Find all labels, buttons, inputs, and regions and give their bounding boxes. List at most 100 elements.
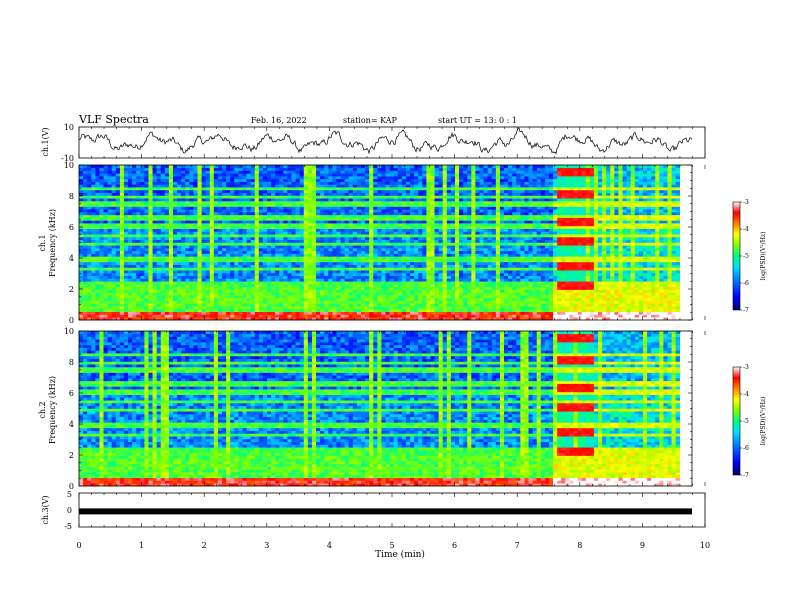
spectrogram-cell bbox=[311, 250, 317, 254]
spectrogram-cell bbox=[557, 278, 562, 282]
spectrogram-cell bbox=[544, 245, 550, 249]
spectrogram-cell bbox=[389, 225, 394, 229]
spectrogram-cell bbox=[393, 303, 399, 307]
spectrogram-cell bbox=[365, 289, 370, 293]
spectrogram-cell bbox=[430, 281, 435, 285]
spectrogram-cell bbox=[393, 311, 399, 315]
spectrogram-cell bbox=[373, 275, 378, 279]
spectrogram-cell bbox=[230, 228, 235, 232]
spectrogram-cell bbox=[348, 314, 354, 318]
spectrogram-cell bbox=[279, 300, 284, 304]
spectrogram-cell bbox=[340, 275, 345, 279]
spectrogram-cell bbox=[508, 286, 513, 290]
spectrogram-cell bbox=[561, 275, 566, 279]
spectrogram-cell bbox=[156, 239, 162, 243]
spectrogram-cell bbox=[385, 234, 390, 238]
spectrogram-cell bbox=[160, 231, 166, 235]
spectrogram-cell bbox=[250, 261, 256, 265]
spectrogram-cell bbox=[655, 272, 660, 277]
spectrogram-cell bbox=[340, 267, 345, 271]
spectrogram-cell bbox=[491, 234, 497, 238]
spectrogram-cell bbox=[663, 248, 668, 252]
spectrogram-cell bbox=[467, 295, 472, 299]
spectrogram-cell bbox=[111, 297, 117, 301]
spectrogram-cell bbox=[450, 259, 456, 263]
spectrogram-cell bbox=[115, 308, 121, 312]
spectrogram-cell bbox=[291, 289, 296, 293]
spectrogram-cell bbox=[266, 272, 272, 277]
spectrogram-cell bbox=[295, 248, 300, 252]
spectrogram-cell bbox=[348, 242, 354, 246]
spectrogram-cell bbox=[520, 311, 525, 315]
spectrogram-cell bbox=[410, 253, 415, 257]
spectrogram-cell bbox=[561, 300, 566, 304]
spectrogram-cell bbox=[385, 261, 390, 265]
spectrogram-cell bbox=[561, 256, 566, 260]
spectrogram-cell bbox=[136, 234, 141, 238]
spectrogram-cell bbox=[123, 297, 129, 301]
spectrogram-cell bbox=[397, 225, 403, 229]
spectrogram-cell bbox=[123, 236, 129, 241]
spectrogram-cell bbox=[344, 270, 350, 274]
spectrogram-cell bbox=[148, 270, 153, 274]
spectrogram-cell bbox=[610, 245, 615, 249]
spectrogram-cell bbox=[132, 275, 137, 279]
spectrogram-cell bbox=[328, 297, 333, 301]
spectrogram-cell bbox=[279, 289, 284, 293]
spectrogram-cell bbox=[107, 311, 112, 315]
spectrogram-cell bbox=[213, 225, 219, 229]
spectrogram-cell bbox=[193, 248, 198, 252]
spectrogram-cell bbox=[168, 297, 174, 301]
spectrogram-cell bbox=[422, 308, 427, 312]
spectrogram-cell bbox=[401, 300, 407, 304]
spectrogram-cell bbox=[675, 314, 681, 318]
spectrogram-cell bbox=[585, 317, 591, 321]
spectrogram-cell bbox=[426, 234, 431, 238]
spectrogram-cell bbox=[275, 253, 280, 257]
spectrogram-cell bbox=[454, 228, 460, 232]
spectrogram-cell bbox=[303, 259, 309, 263]
spectrogram-cell bbox=[410, 242, 415, 246]
spectrogram-cell bbox=[316, 242, 321, 246]
spectrogram-cell bbox=[667, 303, 672, 307]
spectrogram-cell bbox=[516, 300, 521, 304]
spectrogram-cell bbox=[569, 236, 574, 241]
spectrogram-cell bbox=[336, 239, 341, 243]
spectrogram-cell bbox=[238, 303, 243, 307]
spectrogram-cell bbox=[569, 228, 574, 232]
spectrogram-cell bbox=[528, 278, 533, 282]
spectrogram-cell bbox=[287, 286, 292, 290]
spectrogram-cell bbox=[483, 264, 488, 268]
spectrogram-cell bbox=[271, 284, 276, 288]
spectrogram-cell bbox=[156, 267, 162, 271]
spectrogram-cell bbox=[283, 272, 288, 277]
spectrogram-cell bbox=[446, 228, 452, 232]
spectrogram-cell bbox=[430, 272, 435, 277]
spectrogram-cell bbox=[140, 306, 145, 310]
spectrogram-cell bbox=[230, 295, 235, 299]
spectrogram-cell bbox=[348, 239, 354, 243]
spectrogram-cell bbox=[128, 261, 133, 265]
spectrogram-cell bbox=[287, 317, 292, 321]
spectrogram-cell bbox=[495, 284, 501, 288]
spectrogram-cell bbox=[254, 292, 260, 296]
spectrogram-cell bbox=[279, 297, 284, 301]
spectrogram-cell bbox=[430, 270, 435, 274]
spectrogram-cell bbox=[569, 264, 574, 268]
spectrogram-cell bbox=[569, 231, 574, 235]
spectrogram-cell bbox=[642, 261, 648, 265]
spectrogram-cell bbox=[454, 295, 460, 299]
spectrogram-cell bbox=[271, 264, 276, 268]
spectrogram-cell bbox=[495, 228, 501, 232]
spectrogram-cell bbox=[418, 253, 423, 257]
spectrogram-cell bbox=[667, 256, 672, 260]
spectrogram-cell bbox=[213, 250, 219, 254]
spectrogram-cell bbox=[422, 253, 427, 257]
spectrogram-cell bbox=[348, 256, 354, 260]
spectrogram-cell bbox=[651, 239, 656, 243]
spectrogram-cell bbox=[119, 314, 125, 318]
spectrogram-cell bbox=[299, 256, 305, 260]
spectrogram-cell bbox=[516, 270, 521, 274]
spectrogram-cell bbox=[385, 242, 390, 246]
spectrogram-cell bbox=[504, 250, 509, 254]
